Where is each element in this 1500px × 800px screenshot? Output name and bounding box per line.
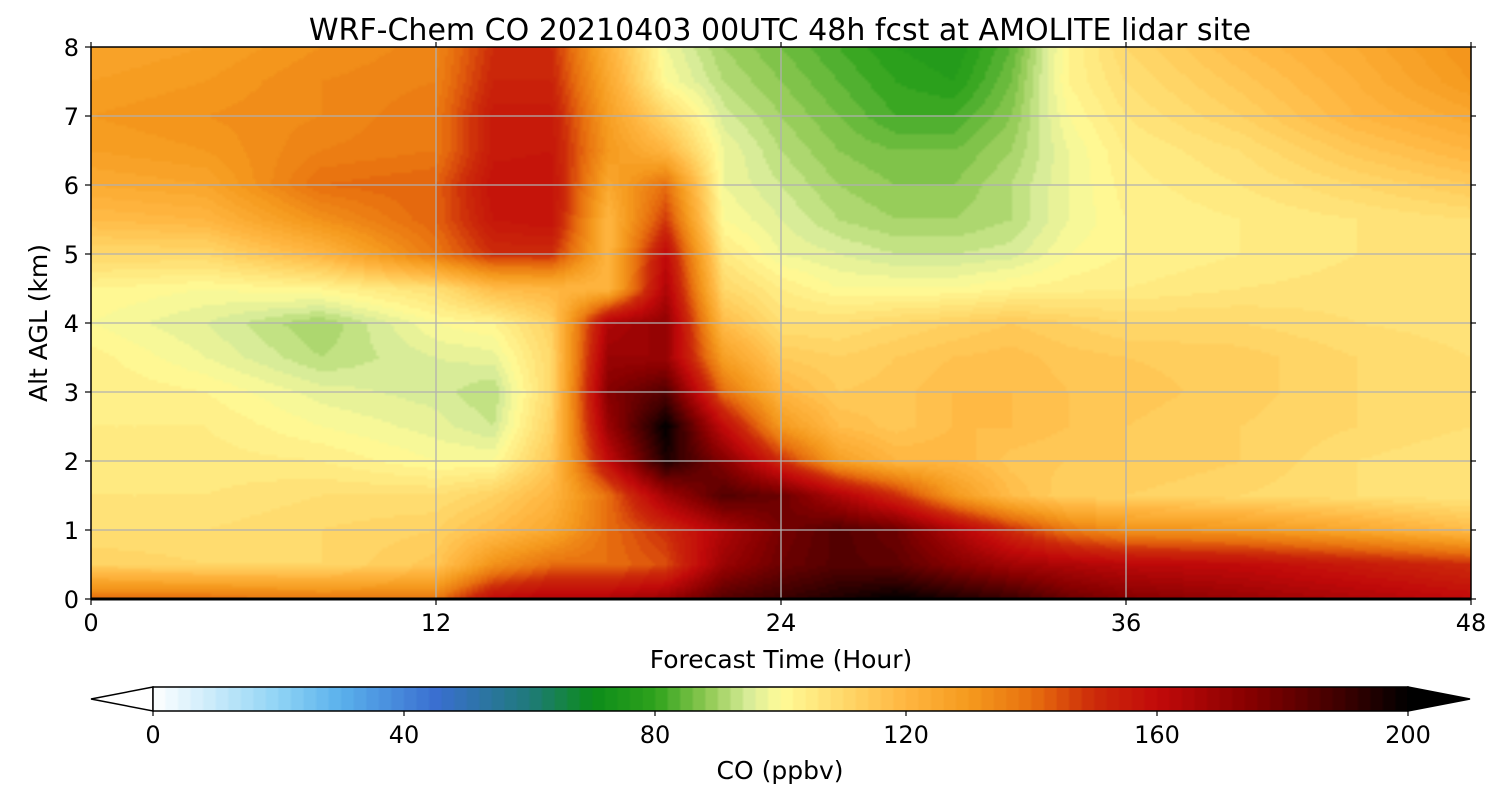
y-tick-label: 8 (64, 34, 79, 62)
x-tick-label: 36 (1111, 609, 1142, 637)
y-tick-label: 4 (64, 310, 79, 338)
y-tick-label: 0 (64, 586, 79, 614)
colorbar-left-extension (90, 686, 154, 712)
colorbar-frame (152, 686, 1409, 712)
y-tick-label: 7 (64, 103, 79, 131)
y-tick-label: 5 (64, 241, 79, 269)
y-tick-label: 6 (64, 172, 79, 200)
y-tick-label: 3 (64, 379, 79, 407)
x-tick-label: 48 (1456, 609, 1487, 637)
colorbar-label: CO (ppbv) (717, 756, 844, 785)
colorbar-ticks: 0 40 80 120 160 200 (145, 711, 1431, 749)
colorbar-tick-label: 0 (145, 721, 160, 749)
colorbar-tick-label: 80 (640, 721, 671, 749)
x-tick-label: 12 (421, 609, 452, 637)
y-tick-label: 1 (64, 517, 79, 545)
colorbar-tick-label: 120 (883, 721, 929, 749)
colorbar-right-extension (1407, 686, 1471, 712)
chart-title: WRF-Chem CO 20210403 00UTC 48h fcst at A… (309, 13, 1251, 48)
colorbar-tick-label: 160 (1134, 721, 1180, 749)
y-tick-label: 2 (64, 448, 79, 476)
y-axis-label: Alt AGL (km) (24, 244, 53, 402)
colorbar-gradient (153, 687, 1408, 711)
x-tick-label: 0 (83, 609, 98, 637)
colorbar: 0 40 80 120 160 200 CO (ppbv) (90, 686, 1471, 785)
colorbar-tick-label: 40 (389, 721, 420, 749)
colorbar-tick-label: 200 (1385, 721, 1431, 749)
x-tick-label: 24 (766, 609, 797, 637)
x-axis-label: Forecast Time (Hour) (650, 645, 913, 674)
grid-lines (91, 47, 1471, 599)
